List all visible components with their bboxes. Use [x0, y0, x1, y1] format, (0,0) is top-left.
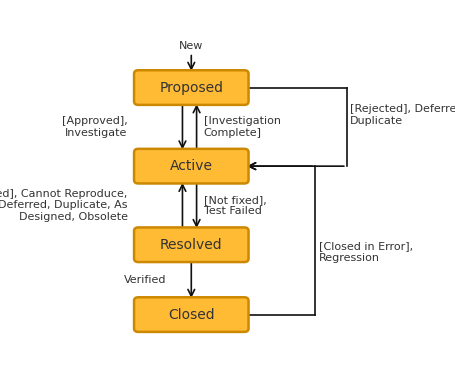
- Text: New: New: [179, 41, 203, 51]
- FancyBboxPatch shape: [134, 70, 248, 105]
- Text: [Fixed], Cannot Reproduce,
Deferred, Duplicate, As
Designed, Obsolete: [Fixed], Cannot Reproduce, Deferred, Dup…: [0, 189, 127, 222]
- Text: [Investigation
Complete]: [Investigation Complete]: [203, 116, 280, 138]
- Text: [Not fixed],
Test Failed: [Not fixed], Test Failed: [203, 195, 266, 216]
- Text: [Rejected], Deferred,
Duplicate: [Rejected], Deferred, Duplicate: [349, 104, 455, 126]
- Text: Verified: Verified: [124, 275, 166, 285]
- FancyBboxPatch shape: [134, 297, 248, 332]
- Text: Closed: Closed: [167, 308, 214, 322]
- Text: Active: Active: [169, 159, 212, 173]
- Text: Resolved: Resolved: [160, 238, 222, 252]
- FancyBboxPatch shape: [134, 228, 248, 262]
- FancyBboxPatch shape: [134, 149, 248, 183]
- Text: [Closed in Error],
Regression: [Closed in Error], Regression: [318, 241, 412, 263]
- Text: [Approved],
Investigate: [Approved], Investigate: [62, 116, 127, 138]
- Text: Proposed: Proposed: [159, 81, 223, 94]
